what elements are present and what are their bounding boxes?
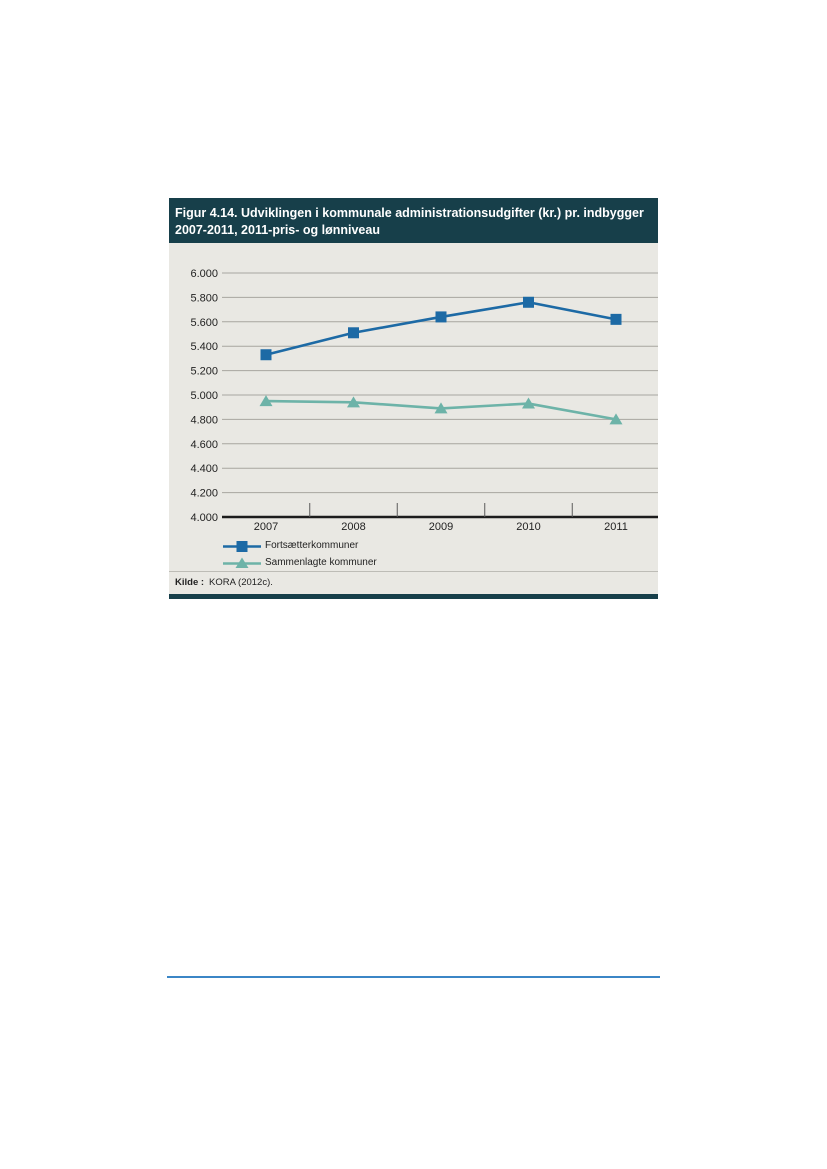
data-point-marker [348,327,359,339]
source-value: KORA (2012c). [209,577,273,588]
data-point-marker [435,311,447,323]
x-axis [222,503,658,519]
y-tick-label: 4.000 [190,512,218,524]
x-tick-label: 2009 [429,521,453,533]
x-tick-label: 2008 [341,521,365,533]
figure-panel: Figur 4.14. Udviklingen i kommunale admi… [169,198,658,599]
series-2 [259,395,623,425]
x-tick-label: 2011 [604,521,628,533]
data-point-marker [259,395,273,407]
y-tick-label: 4.200 [190,488,218,500]
data-point-marker [522,397,535,409]
square-marker-icon [223,541,261,552]
y-tick-label: 6.000 [190,268,218,280]
data-point-marker [610,313,622,325]
data-point-marker [347,396,360,408]
figure-title: Figur 4.14. Udviklingen i kommunale admi… [175,205,655,239]
y-tick-label: 5.200 [190,366,218,378]
x-axis-tick-labels: 2007 2008 2009 2010 2011 [254,521,628,533]
figure-bottom-border [169,594,658,599]
y-axis-tick-labels: 4.000 4.200 4.400 4.600 4.800 5.000 5.200 5.400… [190,268,218,524]
legend-label: Sammenlagte kommuner [265,557,377,568]
y-tick-label: 5.800 [190,292,218,304]
data-point-marker [434,402,448,414]
figure-title-line-2: 2007-2011, 2011-pris- og lønniveau [175,223,380,237]
data-point-marker [260,349,272,361]
y-tick-label: 4.800 [190,414,218,426]
line-chart: 4.000 4.200 4.400 4.600 4.800 5.000 5.200 5.400… [190,268,658,533]
series-group [259,296,623,425]
page-footer-rule [167,976,660,978]
y-tick-label: 5.000 [190,390,218,402]
y-tick-label: 5.600 [190,317,218,329]
data-point-marker [523,296,534,308]
x-tick-label: 2010 [516,521,540,533]
series-1 [260,296,622,361]
series-line [265,300,617,357]
source-note: Kilde : KORA (2012c). [169,571,658,594]
x-tick-label: 2007 [254,521,278,533]
triangle-marker-icon [223,557,261,568]
gridlines [222,272,658,494]
source-label: Kilde : [175,577,205,588]
y-tick-label: 4.400 [190,463,218,475]
y-tick-label: 5.400 [190,341,218,353]
legend-label: Fortsætterkommuner [265,540,359,551]
figure-title-line-1: Figur 4.14. Udviklingen i kommunale admi… [175,206,644,220]
figure-header: Figur 4.14. Udviklingen i kommunale admi… [169,198,658,243]
y-tick-label: 4.600 [190,439,218,451]
data-point-marker [609,413,623,425]
